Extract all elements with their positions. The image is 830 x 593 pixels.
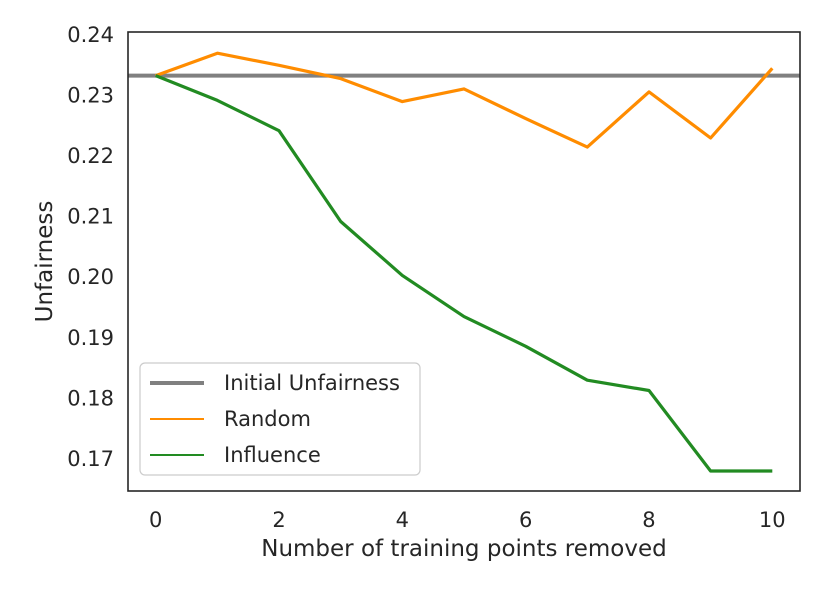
plot-frame: [127, 31, 801, 492]
y-tick-label: 0.22: [67, 144, 114, 168]
x-axis-label: Number of training points removed: [261, 536, 667, 562]
y-axis-ticks: 0.17 0.18 0.19 0.20 0.21 0.22 0.23 0.24: [67, 23, 114, 471]
x-tick-label: 10: [759, 508, 786, 532]
y-tick-label: 0.19: [67, 326, 114, 350]
x-tick-label: 0: [149, 508, 162, 532]
plot-lines: [128, 51, 800, 473]
y-tick-label: 0.24: [67, 23, 114, 47]
x-tick-label: 8: [642, 508, 655, 532]
legend-box: [139, 362, 421, 476]
x-tick-label: 4: [396, 508, 409, 532]
y-tick-label: 0.23: [67, 84, 114, 108]
x-tick-label: 2: [272, 508, 285, 532]
legend-label-initial-unfairness: Initial Unfairness: [224, 371, 400, 395]
y-tick-label: 0.21: [67, 205, 114, 229]
y-axis-label: Unfairness: [32, 201, 58, 323]
legend: Initial Unfairness Random Influence: [139, 362, 421, 476]
legend-label-influence: Influence: [224, 443, 321, 467]
legend-label-random: Random: [224, 407, 311, 431]
x-tick-label: 6: [519, 508, 532, 532]
y-tick-label: 0.20: [67, 265, 114, 289]
y-tick-label: 0.18: [67, 386, 114, 410]
series-line-random: [155, 51, 774, 149]
x-axis-ticks: 0 2 4 6 8 10: [149, 508, 786, 532]
y-tick-label: 0.17: [67, 447, 114, 471]
